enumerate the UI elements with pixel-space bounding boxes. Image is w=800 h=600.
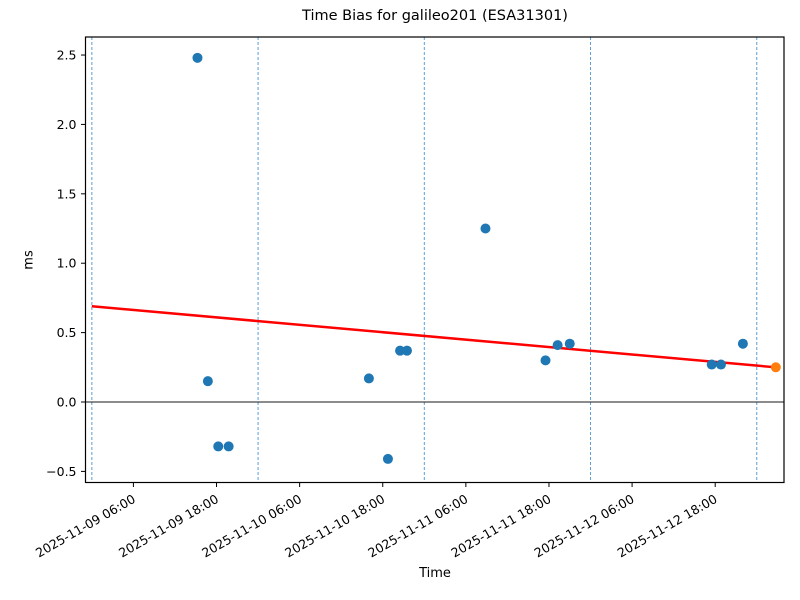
time-bias-measurement-point [540,355,551,366]
trend-line [91,304,776,369]
y-tick-label: −0.5 [46,464,76,479]
y-tick-label: 0.5 [57,325,77,340]
y-tick-label: 2.0 [57,117,77,132]
time-bias-measurement-point [480,223,491,234]
time-bias-measurement-point [395,345,406,356]
time-bias-measurement-point [706,359,717,370]
x-axis-label: Time [419,566,451,581]
time-bias-measurement-point [715,359,726,370]
y-tick-label: 0.0 [57,395,77,410]
time-bias-measurement-point [382,453,393,464]
time-bias-measurement-point [737,338,748,349]
y-tick-label: 1.5 [57,186,77,201]
y-tick-label: 1.0 [57,256,77,271]
time-bias-measurement-point [552,340,563,351]
time-bias-measurement-point [363,373,374,384]
time-bias-measurement-point [564,338,575,349]
extrapolated-bias-point [770,362,781,373]
plot-frame [84,36,785,484]
time-bias-measurement-point [213,441,224,452]
time-bias-measurement-point [202,376,213,387]
time-bias-measurement-point [223,441,234,452]
time-bias-measurement-point [192,52,203,63]
time-bias-measurement-point [401,345,412,356]
chart-title: Time Bias for galileo201 (ESA31301) [302,8,568,24]
y-tick-label: 2.5 [57,48,77,63]
